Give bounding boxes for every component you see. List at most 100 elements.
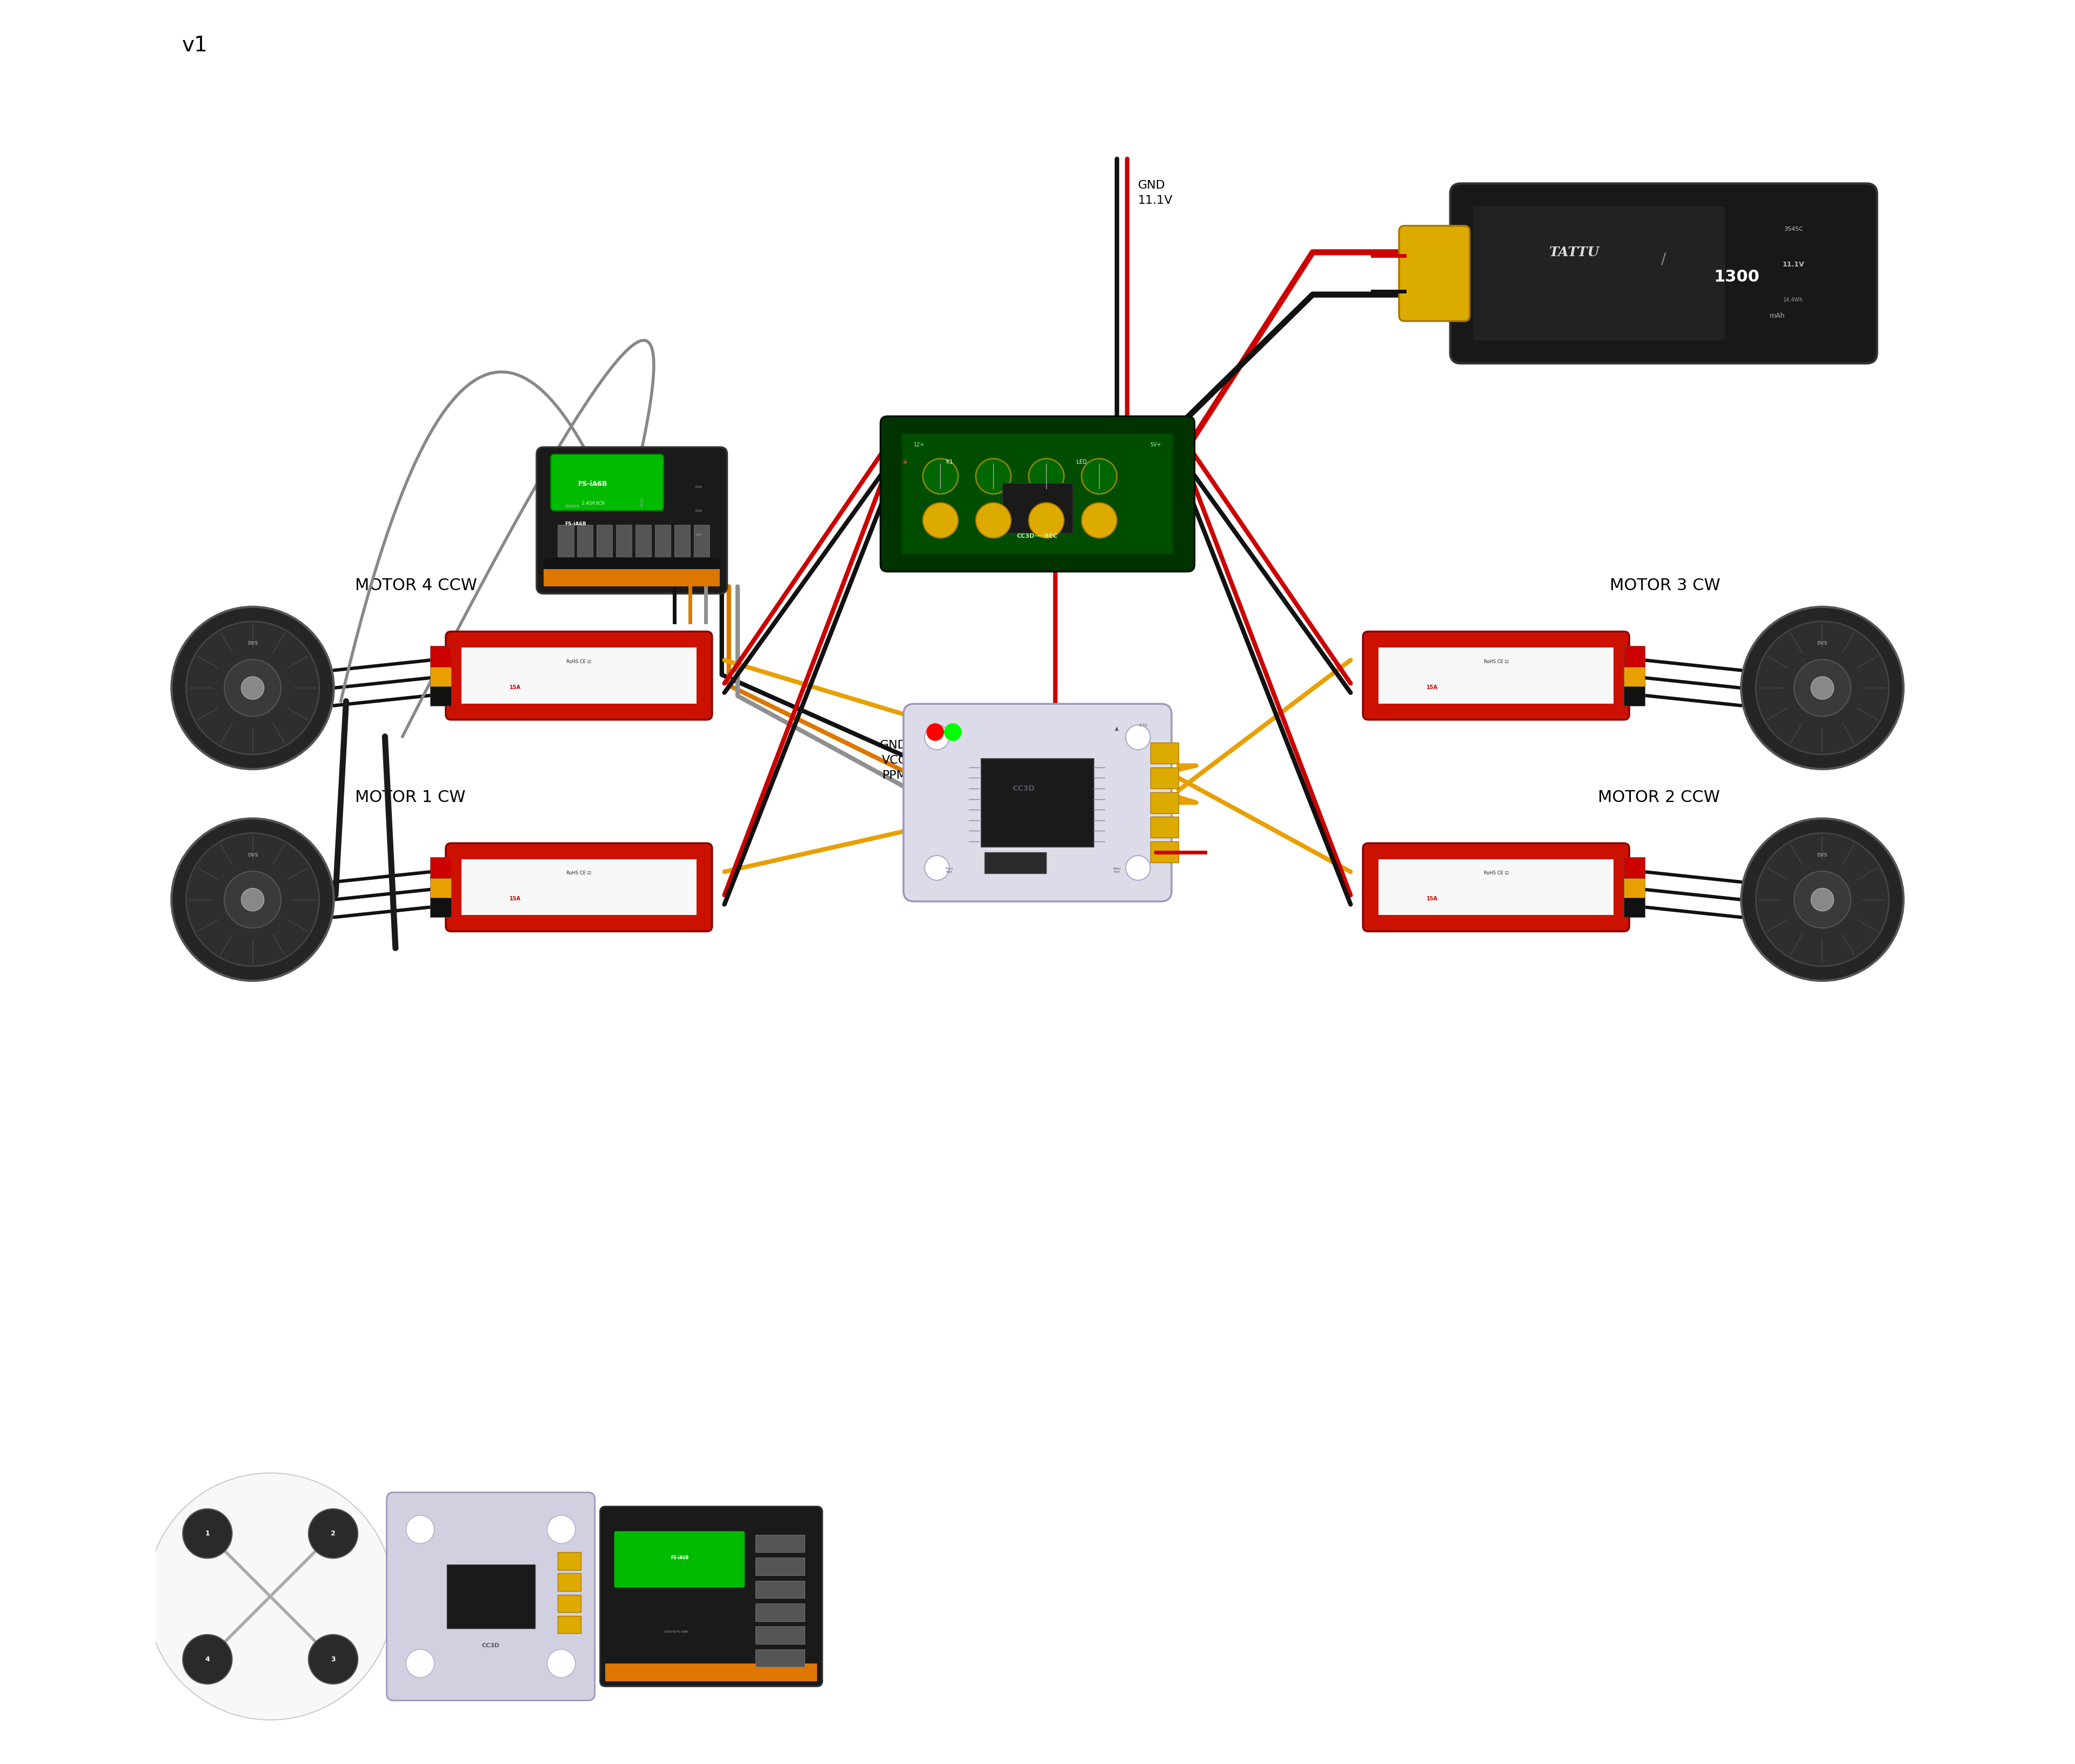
Bar <box>606 1663 818 1681</box>
Circle shape <box>1029 503 1064 538</box>
Text: RoHS CE ☑: RoHS CE ☑ <box>566 660 591 663</box>
Bar <box>674 526 691 557</box>
Text: I-BUS: I-BUS <box>641 497 643 508</box>
Bar <box>656 526 670 557</box>
Circle shape <box>147 1473 394 1720</box>
Circle shape <box>975 503 1011 538</box>
Circle shape <box>548 1515 575 1544</box>
Circle shape <box>224 871 280 928</box>
FancyBboxPatch shape <box>1473 206 1724 340</box>
Circle shape <box>925 723 944 741</box>
Bar <box>544 570 720 586</box>
Text: CC3D: CC3D <box>481 1642 500 1649</box>
Circle shape <box>925 856 948 880</box>
Bar <box>430 896 450 917</box>
Text: K1: K1 <box>946 459 952 466</box>
Circle shape <box>1029 459 1064 494</box>
FancyBboxPatch shape <box>537 448 726 594</box>
Bar <box>430 684 450 706</box>
Bar <box>755 1626 805 1644</box>
Text: mAh: mAh <box>1770 312 1785 319</box>
FancyBboxPatch shape <box>600 1506 822 1686</box>
Text: FS-iA6B: FS-iA6B <box>579 482 608 487</box>
Text: +: + <box>903 459 909 466</box>
Text: MOTOR 4 CCW: MOTOR 4 CCW <box>355 579 477 593</box>
Text: 12+: 12+ <box>913 441 925 448</box>
Bar <box>1625 857 1645 878</box>
Text: RoHS CE ☑: RoHS CE ☑ <box>1484 660 1509 663</box>
Text: MOTOR 2 CCW: MOTOR 2 CCW <box>1598 790 1720 804</box>
Bar <box>755 1558 805 1575</box>
Bar <box>558 1616 581 1633</box>
Circle shape <box>1795 660 1851 716</box>
Bar <box>1625 665 1645 686</box>
Text: 3.3V: 3.3V <box>1139 723 1147 727</box>
FancyBboxPatch shape <box>461 859 697 916</box>
Text: 15A: 15A <box>508 896 521 901</box>
Circle shape <box>241 677 264 699</box>
Text: 2: 2 <box>330 1529 336 1536</box>
Bar <box>1150 792 1179 813</box>
Circle shape <box>925 725 948 750</box>
Bar <box>430 665 450 686</box>
Circle shape <box>407 1515 434 1544</box>
Text: GND
VCC
PPM: GND VCC PPM <box>880 739 907 781</box>
Text: CH2: CH2 <box>695 485 703 489</box>
FancyBboxPatch shape <box>550 455 664 512</box>
Circle shape <box>975 459 1011 494</box>
Circle shape <box>1755 621 1888 755</box>
Text: 1: 1 <box>205 1529 210 1536</box>
Bar <box>1150 743 1179 764</box>
Text: DVS: DVS <box>1818 640 1828 646</box>
Circle shape <box>944 723 961 741</box>
Text: 2.4GH 6CH: 2.4GH 6CH <box>581 501 604 506</box>
Circle shape <box>1081 459 1116 494</box>
Bar <box>693 526 710 557</box>
Bar <box>558 1595 581 1612</box>
Bar <box>616 526 631 557</box>
FancyBboxPatch shape <box>1002 483 1073 533</box>
FancyBboxPatch shape <box>1363 632 1629 720</box>
Text: 1300: 1300 <box>1714 270 1760 284</box>
FancyBboxPatch shape <box>903 704 1172 901</box>
Text: DVS: DVS <box>247 640 257 646</box>
Circle shape <box>1755 833 1888 967</box>
Text: FS-iA6B: FS-iA6B <box>670 1556 689 1559</box>
Bar <box>1150 767 1179 789</box>
FancyBboxPatch shape <box>981 759 1094 847</box>
Text: /: / <box>1662 252 1666 266</box>
Circle shape <box>1811 889 1834 910</box>
Text: CE0678 FS-iA6B: CE0678 FS-iA6B <box>664 1630 687 1633</box>
Text: Flexi
Port: Flexi Port <box>946 868 952 873</box>
Circle shape <box>183 1635 232 1685</box>
Bar <box>755 1535 805 1552</box>
Text: 3S45C: 3S45C <box>1785 226 1803 233</box>
Text: 3: 3 <box>330 1656 336 1663</box>
Circle shape <box>172 818 334 981</box>
Text: RoHS CE ☑: RoHS CE ☑ <box>566 871 591 875</box>
Bar <box>1625 684 1645 706</box>
Bar <box>430 877 450 898</box>
Bar <box>755 1581 805 1598</box>
Bar <box>558 1573 581 1591</box>
Circle shape <box>187 833 320 967</box>
Bar <box>1625 646 1645 667</box>
FancyBboxPatch shape <box>614 1531 745 1588</box>
Text: 15A: 15A <box>1426 684 1438 690</box>
Circle shape <box>309 1635 357 1685</box>
Bar <box>635 526 652 557</box>
Circle shape <box>1081 503 1116 538</box>
FancyBboxPatch shape <box>1450 183 1878 363</box>
FancyBboxPatch shape <box>984 852 1046 873</box>
Circle shape <box>923 459 959 494</box>
FancyBboxPatch shape <box>1378 859 1614 916</box>
Bar <box>1625 896 1645 917</box>
Circle shape <box>548 1649 575 1678</box>
Text: RoHS CE ☑: RoHS CE ☑ <box>1484 871 1509 875</box>
Text: DVS: DVS <box>247 852 257 857</box>
Bar <box>755 1649 805 1667</box>
Bar <box>1625 877 1645 898</box>
Text: LED: LED <box>1077 459 1087 466</box>
Bar <box>558 526 573 557</box>
Circle shape <box>1811 677 1834 699</box>
